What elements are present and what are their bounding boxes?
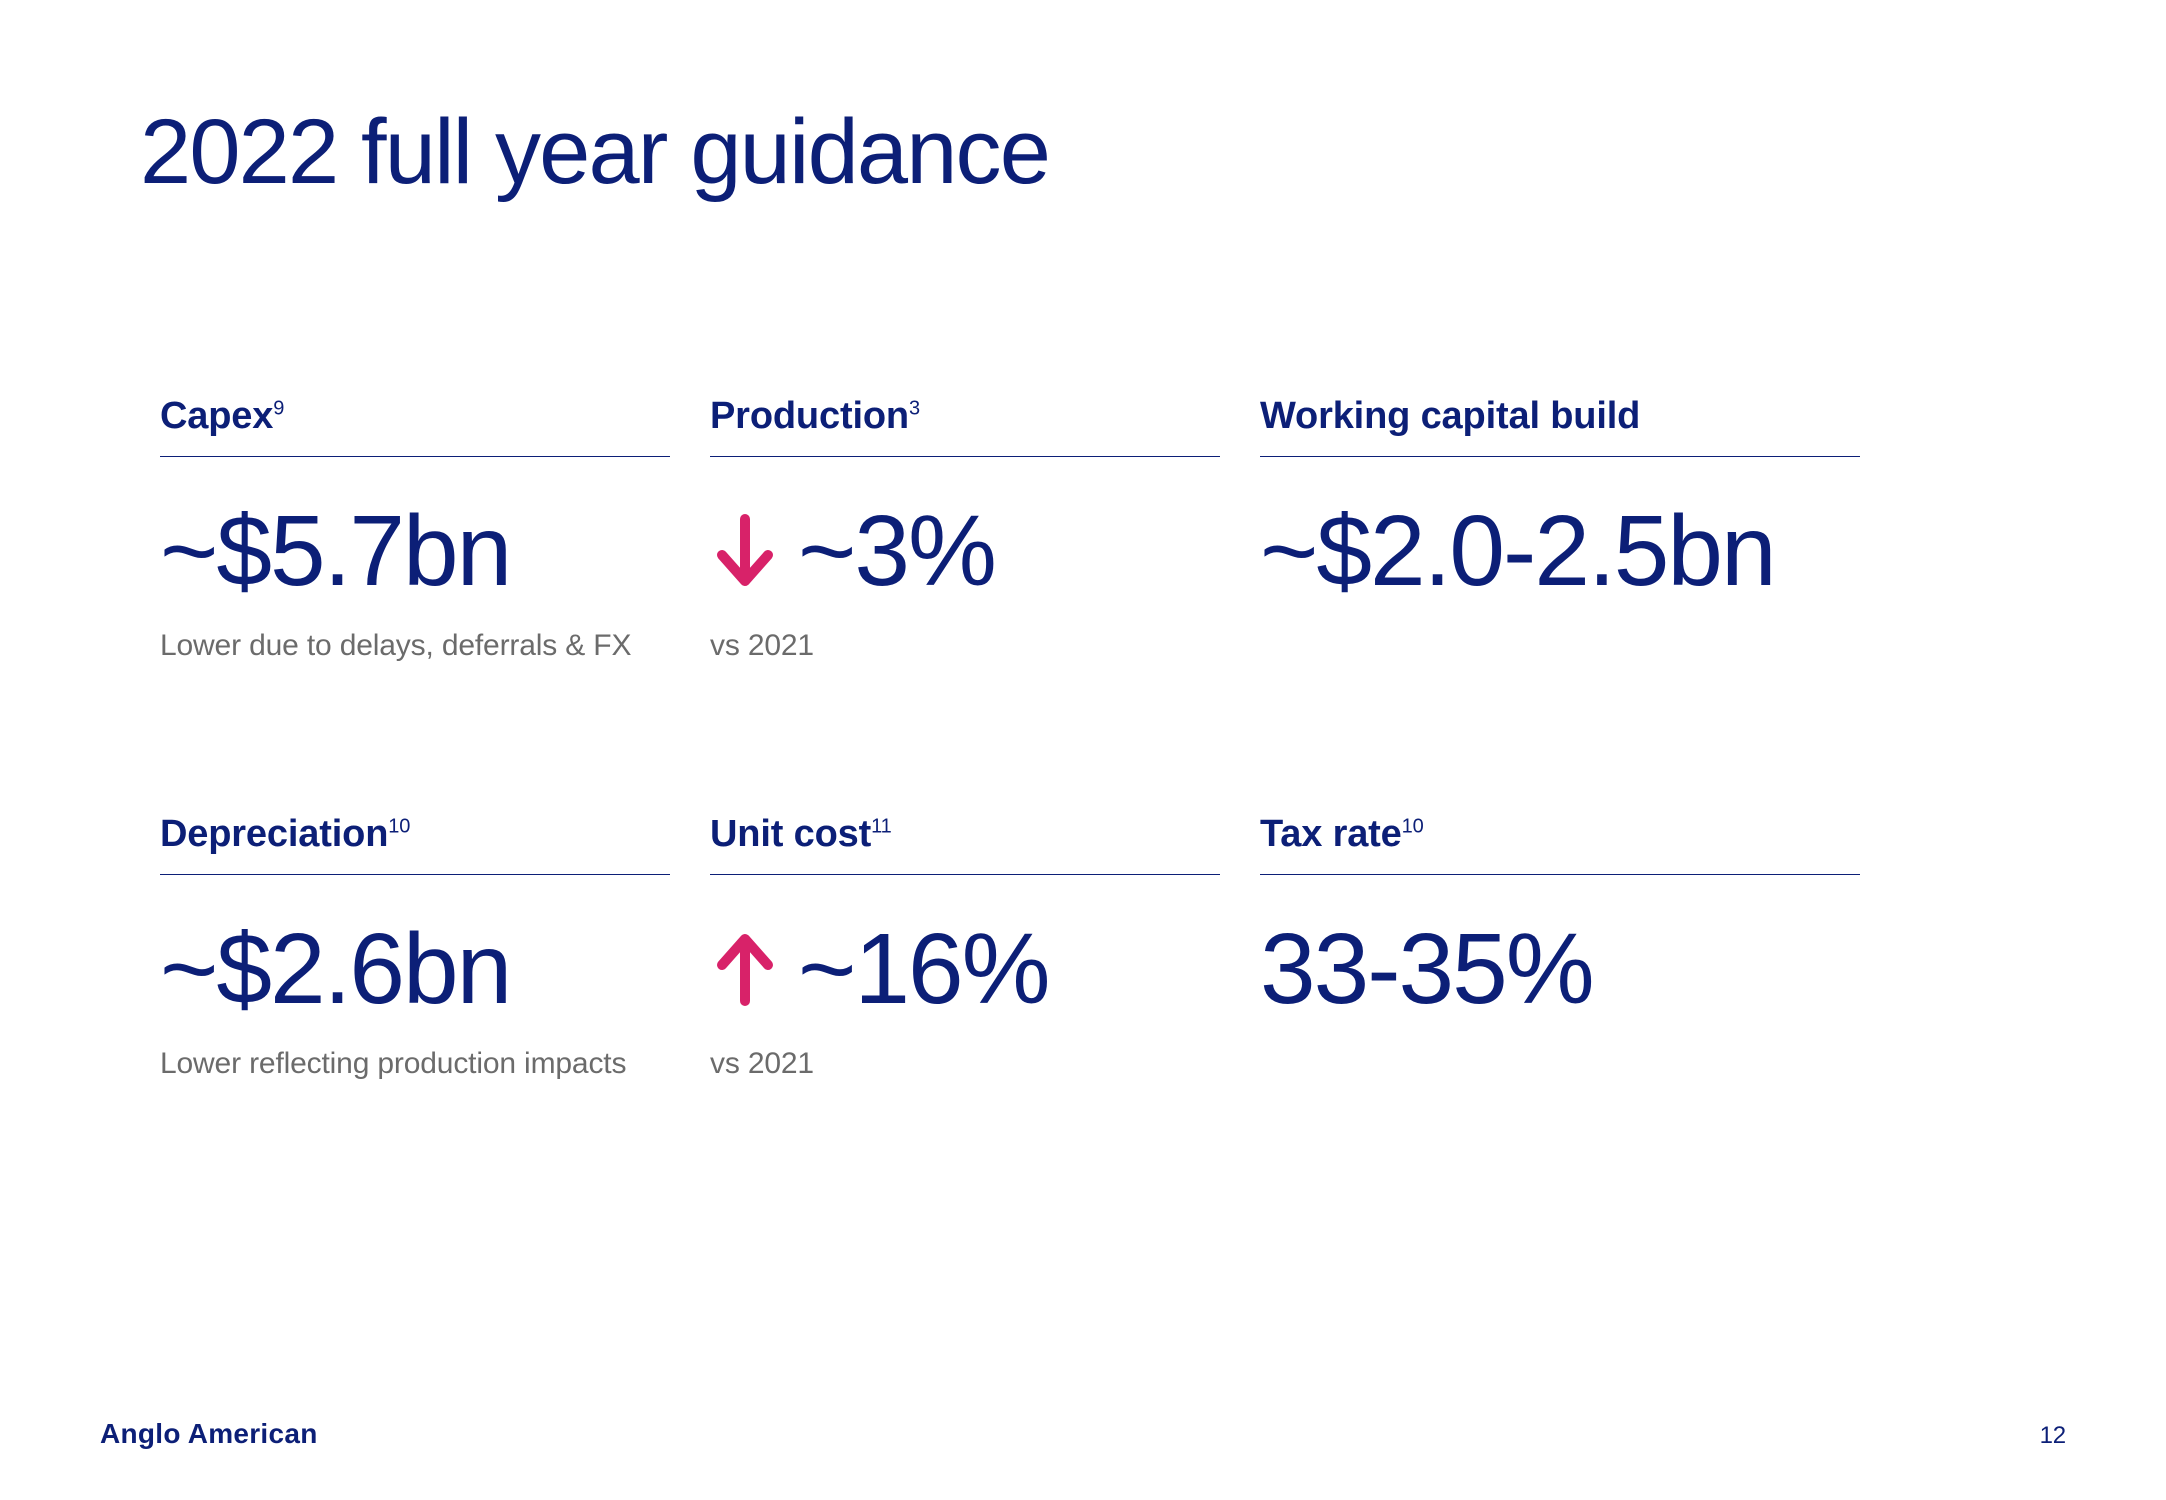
card-label: Production3 — [710, 395, 1220, 457]
footnote-ref: 10 — [388, 815, 410, 837]
value-text: ~16% — [798, 919, 1049, 1019]
card-label: Capex9 — [160, 395, 670, 457]
card-label: Unit cost11 — [710, 813, 1220, 875]
card-value: ~16% — [710, 919, 1220, 1019]
card-working-capital: Working capital build ~$2.0-2.5bn — [1260, 395, 1860, 663]
card-subtext: vs 2021 — [710, 1047, 1220, 1081]
footnote-ref: 3 — [909, 397, 920, 419]
card-value: ~3% — [710, 501, 1220, 601]
card-value: 33-35% — [1260, 919, 1860, 1019]
footnote-ref: 10 — [1402, 815, 1424, 837]
brand-logo: Anglo American — [100, 1418, 318, 1450]
card-label: Tax rate10 — [1260, 813, 1860, 875]
label-text: Tax rate — [1260, 813, 1402, 855]
card-subtext: Lower reflecting production impacts — [160, 1047, 670, 1081]
value-text: 33-35% — [1260, 919, 1593, 1019]
label-text: Depreciation — [160, 813, 388, 855]
card-label: Working capital build — [1260, 395, 1860, 457]
arrow-down-icon — [710, 511, 780, 591]
card-production: Production3 ~3% vs 2021 — [710, 395, 1220, 663]
card-value: ~$2.6bn — [160, 919, 670, 1019]
value-text: ~3% — [798, 501, 995, 601]
card-value: ~$2.0-2.5bn — [1260, 501, 1860, 601]
metrics-grid: Capex9 ~$5.7bn Lower due to delays, defe… — [160, 395, 2026, 1081]
footnote-ref: 9 — [273, 397, 284, 419]
value-text: ~$2.0-2.5bn — [1260, 501, 1775, 601]
value-text: ~$2.6bn — [160, 919, 510, 1019]
card-depreciation: Depreciation10 ~$2.6bn Lower reflecting … — [160, 813, 670, 1081]
label-text: Capex — [160, 395, 273, 437]
page-number: 12 — [2040, 1422, 2066, 1450]
card-value: ~$5.7bn — [160, 501, 670, 601]
label-text: Production — [710, 395, 909, 437]
label-text: Unit cost — [710, 813, 871, 855]
card-label: Depreciation10 — [160, 813, 670, 875]
footnote-ref: 11 — [871, 815, 891, 837]
page-title: 2022 full year guidance — [140, 100, 2026, 205]
card-unit-cost: Unit cost11 ~16% vs 2021 — [710, 813, 1220, 1081]
arrow-up-icon — [710, 929, 780, 1009]
card-capex: Capex9 ~$5.7bn Lower due to delays, defe… — [160, 395, 670, 663]
label-text: Working capital build — [1260, 395, 1640, 437]
card-tax-rate: Tax rate10 33-35% — [1260, 813, 1860, 1081]
value-text: ~$5.7bn — [160, 501, 510, 601]
card-subtext: Lower due to delays, deferrals & FX — [160, 629, 670, 663]
slide: 2022 full year guidance Capex9 ~$5.7bn L… — [0, 0, 2166, 1500]
card-subtext: vs 2021 — [710, 629, 1220, 663]
